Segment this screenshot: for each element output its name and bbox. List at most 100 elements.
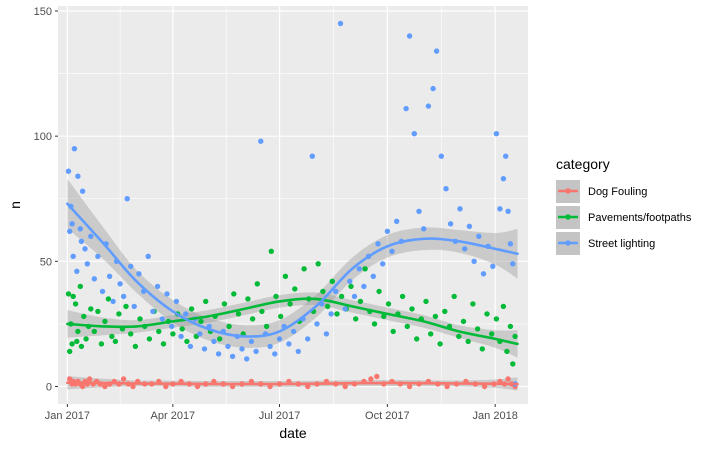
data-point <box>154 283 161 290</box>
data-point <box>169 323 175 330</box>
data-point <box>301 266 307 272</box>
legend-label: Dog Fouling <box>588 186 647 198</box>
data-point <box>117 281 123 287</box>
legend-label: Street lighting <box>588 238 655 250</box>
data-point <box>290 328 297 335</box>
data-point <box>211 338 217 345</box>
data-point <box>510 261 516 267</box>
data-point <box>79 188 86 194</box>
data-point <box>71 146 78 152</box>
data-point <box>394 218 400 224</box>
data-point <box>404 323 410 330</box>
data-point <box>505 376 511 382</box>
data-point <box>150 308 156 315</box>
data-point <box>248 338 255 345</box>
data-point <box>229 353 236 360</box>
data-point <box>376 288 382 295</box>
trend-line <box>66 381 519 386</box>
data-point <box>323 331 330 337</box>
data-point <box>334 311 340 317</box>
data-point <box>320 288 326 295</box>
data-point <box>471 258 477 264</box>
data-point <box>77 226 84 232</box>
data-point <box>315 261 321 267</box>
data-point <box>476 233 482 239</box>
data-point <box>489 331 495 337</box>
data-point <box>411 131 417 137</box>
data-point <box>184 338 190 345</box>
data-point <box>235 311 242 317</box>
data-point <box>77 283 84 290</box>
data-point <box>145 253 151 259</box>
data-point <box>414 336 420 342</box>
data-point <box>380 261 386 267</box>
data-point <box>183 311 189 317</box>
data-point <box>356 266 362 272</box>
legend-key-dot <box>565 214 571 220</box>
data-point <box>253 348 259 355</box>
data-point <box>329 278 335 284</box>
data-point <box>225 343 231 350</box>
data-point <box>276 336 283 342</box>
x-tick-label: Jan 2018 <box>473 410 518 422</box>
data-point <box>465 338 471 345</box>
data-point <box>163 383 169 390</box>
data-point <box>432 313 439 320</box>
data-point <box>159 316 165 322</box>
data-point <box>328 311 334 317</box>
data-point <box>70 253 76 259</box>
data-point <box>503 153 509 159</box>
data-point <box>456 333 462 340</box>
data-point <box>510 361 516 367</box>
data-point <box>295 348 301 355</box>
data-point <box>389 248 395 254</box>
data-point <box>490 263 496 269</box>
data-point <box>137 316 143 322</box>
data-point <box>447 221 454 227</box>
data-point <box>187 343 194 350</box>
trend-line <box>66 202 519 338</box>
data-point <box>131 303 137 310</box>
data-point <box>120 376 127 382</box>
data-point <box>109 333 115 340</box>
data-point <box>324 303 331 310</box>
data-point <box>416 208 422 214</box>
data-point <box>164 291 170 297</box>
data-point <box>69 341 75 347</box>
data-point <box>69 221 75 227</box>
y-axis-title: n <box>7 201 23 209</box>
data-point <box>351 293 358 300</box>
data-point <box>309 153 315 159</box>
data-point <box>217 336 223 342</box>
data-point <box>160 341 167 347</box>
data-point <box>305 383 311 390</box>
data-point <box>272 351 278 357</box>
data-point <box>136 271 142 277</box>
data-point <box>342 306 348 312</box>
data-point <box>333 288 339 295</box>
data-point <box>146 336 153 342</box>
minor-gridlines <box>58 6 528 404</box>
data-point <box>443 186 449 192</box>
confidence-band <box>67 179 518 348</box>
data-point <box>390 328 396 335</box>
data-point <box>259 308 265 315</box>
data-point <box>221 301 228 307</box>
data-point <box>106 273 113 279</box>
legend-keys: Dog Fouling Pavements/footpaths Street lig… <box>556 180 692 255</box>
data-point <box>268 248 274 254</box>
y-tick-label: 100 <box>34 131 52 143</box>
data-point <box>120 293 127 300</box>
data-point <box>474 326 481 332</box>
data-point <box>88 233 94 239</box>
data-point <box>116 311 122 317</box>
y-tick-label: 150 <box>34 6 52 18</box>
data-point <box>381 313 387 320</box>
data-point <box>287 301 293 307</box>
data-point <box>65 291 72 297</box>
data-point <box>156 328 162 335</box>
data-point <box>91 276 98 282</box>
data-point <box>406 33 413 39</box>
data-point <box>342 383 348 390</box>
